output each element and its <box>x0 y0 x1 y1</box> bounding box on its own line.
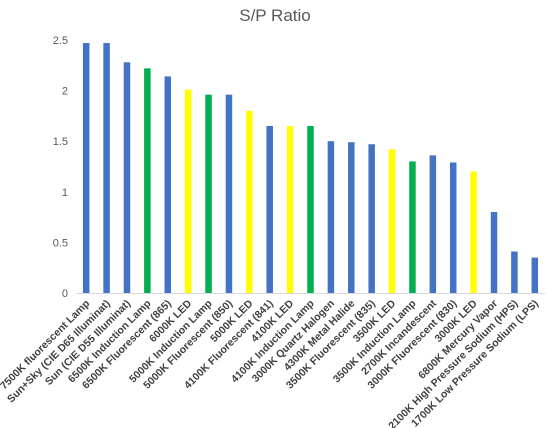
bar <box>368 144 375 293</box>
bar <box>531 257 539 293</box>
bar <box>184 89 192 293</box>
bar <box>103 43 110 294</box>
bar <box>327 141 335 293</box>
bar <box>490 212 498 293</box>
bar <box>409 161 416 293</box>
chart-title: S/P Ratio <box>239 6 311 25</box>
bar <box>348 142 355 293</box>
bar <box>388 149 396 293</box>
bar <box>286 126 294 294</box>
bar <box>307 126 314 294</box>
bar <box>225 94 233 293</box>
y-tick-label: 0.5 <box>53 237 68 249</box>
bar <box>511 251 518 293</box>
bar <box>449 162 457 293</box>
y-tick-label: 2 <box>62 86 68 98</box>
bar <box>205 94 212 293</box>
y-tick-label: 2.5 <box>53 35 68 47</box>
y-tick-label: 1 <box>62 187 68 199</box>
bar <box>164 76 172 293</box>
bar <box>429 155 437 293</box>
bar <box>470 171 477 293</box>
bar <box>123 62 131 293</box>
bar <box>246 110 253 293</box>
y-tick-label: 1.5 <box>53 136 68 148</box>
bar <box>144 68 151 293</box>
y-tick-label: 0 <box>62 288 68 300</box>
bar <box>266 126 273 294</box>
bar <box>82 43 90 294</box>
